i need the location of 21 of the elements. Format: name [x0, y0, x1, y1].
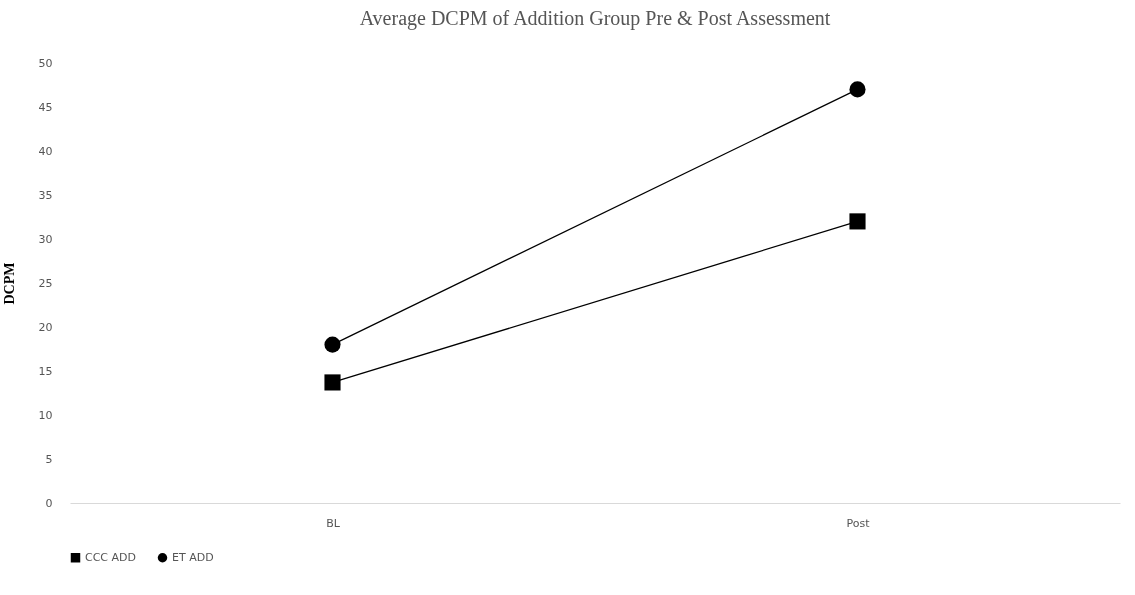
point	[324, 336, 341, 353]
point	[324, 374, 341, 391]
y-tick-label: 0	[45, 496, 53, 510]
y-tick-label: 40	[38, 144, 53, 158]
y-tick-label: 15	[38, 364, 53, 378]
x-tick-label: BL	[326, 516, 341, 530]
x-tick-label: Post	[846, 516, 871, 530]
point	[849, 213, 866, 230]
y-tick-label: 25	[38, 276, 53, 290]
legend-label: CCC ADD	[85, 550, 137, 564]
point	[849, 81, 866, 98]
y-tick-label: 35	[38, 188, 53, 202]
y-tick-label: 45	[38, 100, 53, 114]
y-tick-label: 20	[38, 320, 53, 334]
y-axis-title: DCPM	[1, 262, 17, 305]
y-tick-label: 5	[45, 452, 53, 466]
y-tick-label: 50	[38, 56, 53, 70]
legend-label: ET ADD	[172, 550, 214, 564]
y-tick-label: 10	[38, 408, 53, 422]
y-tick-label: 30	[38, 232, 53, 246]
chart-title: Average DCPM of Addition Group Pre & Post Assessment	[359, 7, 831, 30]
